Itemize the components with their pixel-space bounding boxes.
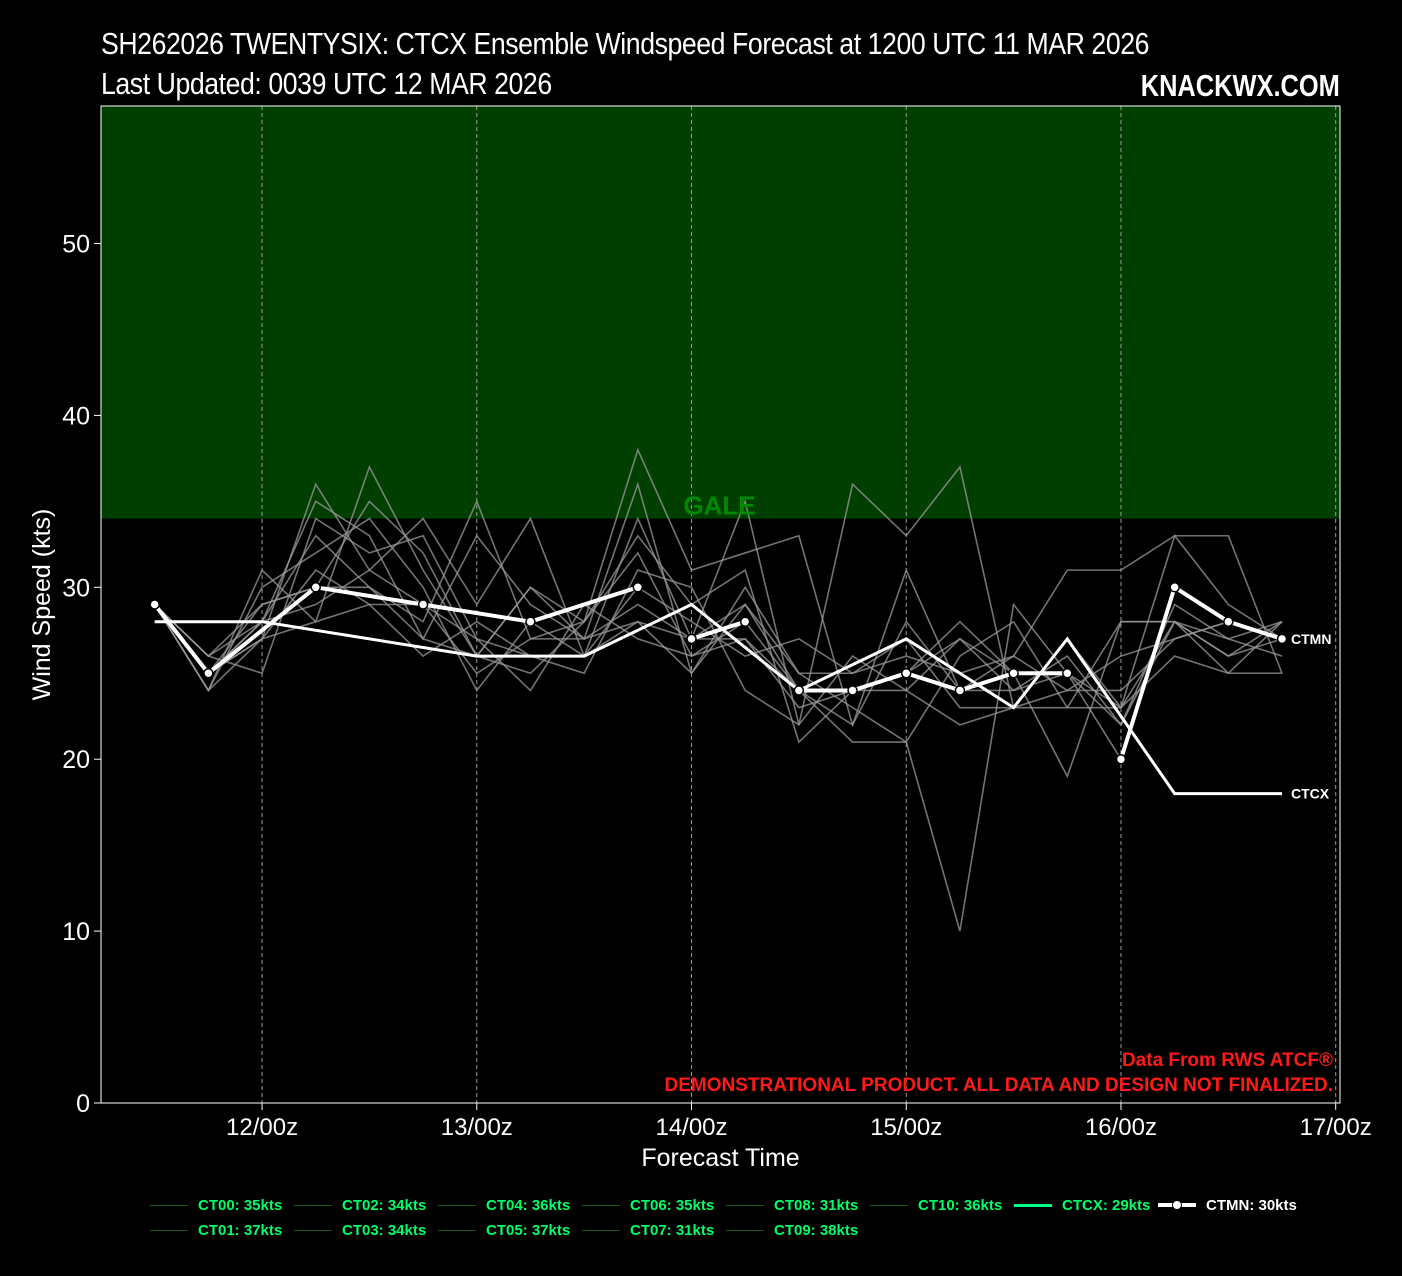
legend-item: CT00: 35kts — [150, 1195, 282, 1215]
ensemble-member-line-ct05 — [154, 499, 1283, 744]
ctmn-point — [954, 685, 966, 696]
ctmn-point — [1115, 753, 1127, 765]
legend-label: CT02: 34kts — [342, 1196, 427, 1214]
legend-item: CT01: 37kts — [150, 1220, 282, 1240]
ctmn-point — [1223, 616, 1234, 627]
ctmn-point — [1169, 582, 1180, 593]
legend-swatch — [1158, 1200, 1196, 1210]
legend-swatch — [726, 1204, 764, 1206]
legend-label: CT04: 36kts — [486, 1196, 571, 1214]
ctcx-line — [154, 602, 1283, 796]
legend-item: CT03: 34kts — [294, 1220, 426, 1240]
legend-swatch — [438, 1204, 476, 1206]
ctmn-point — [632, 582, 644, 593]
legend-label: CT07: 31kts — [630, 1221, 715, 1239]
legend-label: CTCX: 29kts — [1062, 1196, 1151, 1214]
legend-swatch — [582, 1204, 620, 1206]
legend-item: CT04: 36kts — [438, 1195, 570, 1215]
y-tick-label: 0 — [76, 1090, 90, 1118]
ctmn-point — [900, 668, 912, 679]
ctmn-point — [847, 685, 858, 696]
legend-label: CT08: 31kts — [774, 1196, 859, 1214]
legend-item: CTMN: 30kts — [1158, 1195, 1297, 1215]
disclaimer-annotation: DEMONSTRATIONAL PRODUCT. ALL DATA AND DE… — [665, 1075, 1334, 1096]
y-tick-label: 50 — [62, 231, 90, 259]
legend-swatch — [870, 1204, 908, 1206]
ctmn-point — [310, 582, 321, 593]
legend-swatch — [150, 1229, 188, 1231]
legend-label: CT09: 38kts — [774, 1221, 859, 1239]
gale-band — [101, 106, 1340, 519]
ctmn-point — [1008, 668, 1019, 679]
gale-label: GALE — [683, 491, 755, 521]
ctmn-point — [793, 685, 805, 696]
ctmn-point — [149, 599, 160, 610]
x-axis-label: Forecast Time — [641, 1144, 799, 1172]
legend-swatch — [294, 1204, 332, 1206]
legend-item: CT02: 34kts — [294, 1195, 426, 1215]
legend-item: CT08: 31kts — [726, 1195, 858, 1215]
chart-title: SH262026 TWENTYSIX: CTCX Ensemble Windsp… — [101, 26, 1150, 61]
x-tick-label: 16/00z — [1085, 1114, 1157, 1141]
legend-label: CTMN: 30kts — [1206, 1196, 1297, 1214]
legend-marker-icon — [1172, 1200, 1182, 1210]
x-tick-label: 12/00z — [226, 1114, 298, 1141]
ctcx-label: CTCX — [1291, 786, 1330, 802]
source-annotation: Data From RWS ATCF® — [1122, 1050, 1333, 1071]
ctmn-line — [153, 585, 639, 677]
y-tick-label: 30 — [62, 574, 90, 602]
brand-logo: KNACKWX.COM — [1140, 68, 1340, 103]
last-updated: Last Updated: 0039 UTC 12 MAR 2026 — [101, 66, 552, 101]
ctmn-point — [203, 668, 214, 679]
plot-frame — [100, 105, 1341, 1104]
y-tick-label: 40 — [62, 402, 90, 430]
ensemble-member-line-ct07 — [154, 517, 1283, 709]
legend-swatch — [294, 1229, 332, 1231]
ensemble-member-line-ct10 — [154, 569, 1283, 709]
legend-item: CT05: 37kts — [438, 1220, 570, 1240]
legend-swatch — [726, 1229, 764, 1231]
ensemble-member-line-ct01 — [154, 465, 1283, 726]
legend-item: CT09: 38kts — [726, 1220, 858, 1240]
legend-item: CT06: 35kts — [582, 1195, 714, 1215]
ctmn-point — [739, 616, 751, 627]
ctmn-line — [1119, 584, 1283, 760]
legend-label: CT10: 36kts — [918, 1196, 1003, 1214]
ctmn-line — [798, 671, 1068, 693]
windspeed-chart: 0 10 20 30 40 50 12/00z 13/00z 14/00z 15/00z 16/00… — [28, 105, 1372, 1172]
legend: CT00: 35kts CT01: 37kts CT02: 34kts CT03: 3… — [150, 1195, 1350, 1255]
legend-label: CT00: 35kts — [198, 1196, 283, 1214]
legend-label: CT05: 37kts — [486, 1221, 571, 1239]
y-axis-label: Wind Speed (kts) — [28, 509, 56, 701]
legend-swatch — [150, 1204, 188, 1206]
legend-swatch — [582, 1229, 620, 1231]
y-tick-label: 10 — [62, 918, 90, 946]
legend-swatch — [1014, 1203, 1052, 1207]
ctmn-point — [1276, 633, 1288, 645]
legend-swatch — [438, 1229, 476, 1231]
ctmn-point — [417, 599, 429, 610]
ctmn-point — [525, 616, 536, 627]
legend-item: CTCX: 29kts — [1014, 1195, 1150, 1215]
y-tick-label: 20 — [62, 746, 90, 774]
legend-label: CT03: 34kts — [342, 1221, 427, 1239]
x-tick-label: 14/00z — [655, 1114, 727, 1141]
x-tick-label: 15/00z — [870, 1114, 942, 1141]
legend-item: CT10: 36kts — [870, 1195, 1002, 1215]
legend-item: CT07: 31kts — [582, 1220, 714, 1240]
legend-label: CT06: 35kts — [630, 1196, 715, 1214]
ctmn-line — [690, 619, 746, 641]
ctmn-point — [686, 633, 697, 645]
legend-label: CT01: 37kts — [198, 1221, 283, 1239]
x-tick-label: 17/00z — [1300, 1114, 1372, 1141]
ctmn-label: CTMN — [1291, 631, 1331, 647]
ctmn-point — [1062, 668, 1073, 679]
x-tick-label: 13/00z — [441, 1114, 513, 1141]
